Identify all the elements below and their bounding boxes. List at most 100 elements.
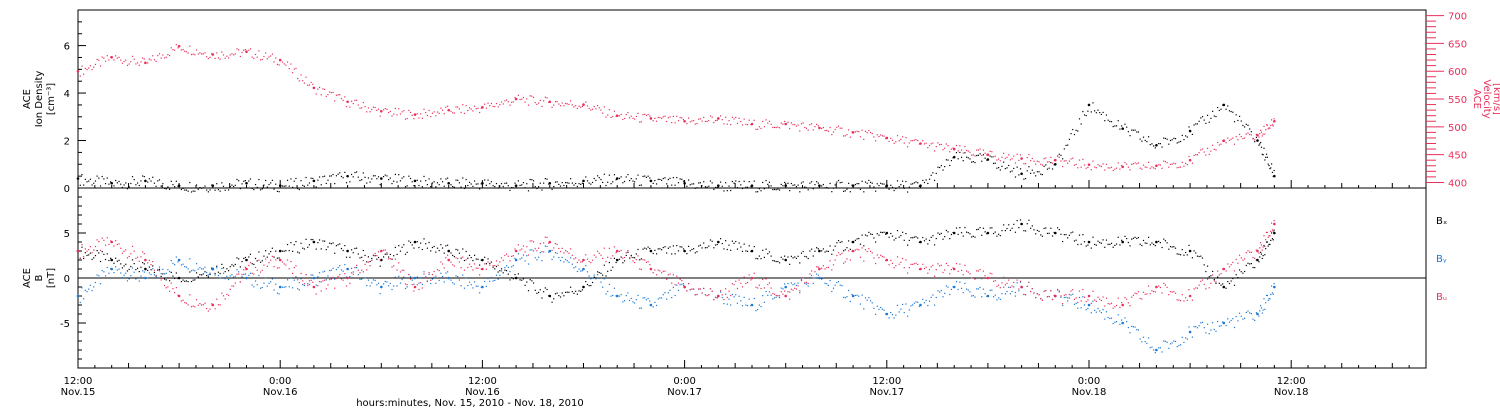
bx-dot	[1075, 239, 1077, 241]
bx-dot	[548, 295, 550, 297]
density-dot	[302, 184, 304, 187]
bx-dot	[259, 261, 262, 263]
bz-dot	[204, 302, 206, 304]
velocity-dot	[362, 101, 364, 104]
by-dot	[364, 277, 366, 279]
by-point	[784, 285, 787, 289]
by-point	[1087, 303, 1091, 307]
velocity-dot	[800, 123, 803, 125]
bz-dot	[1149, 293, 1151, 295]
by-dot	[187, 268, 189, 270]
bz-dot	[1009, 286, 1012, 289]
density-dot	[1260, 141, 1262, 144]
bx-dot	[686, 253, 688, 255]
by-dot	[787, 283, 789, 285]
velocity-dot	[201, 53, 203, 55]
by-dot	[233, 276, 235, 278]
bx-dot	[1121, 239, 1123, 241]
bz-dot	[864, 249, 867, 251]
density-tick-label: 6	[64, 42, 70, 53]
density-dot	[765, 179, 767, 182]
density-dot	[356, 171, 358, 173]
bz-dot	[794, 287, 796, 289]
density-dot	[1255, 136, 1258, 139]
bx-point	[683, 249, 686, 253]
bx-dot	[1212, 270, 1214, 273]
velocity-dot	[1244, 137, 1246, 139]
velocity-dot	[1263, 125, 1265, 128]
bx-dot	[639, 259, 641, 261]
velocity-dot	[765, 119, 767, 121]
density-dot	[605, 184, 607, 187]
by-dot	[1169, 343, 1172, 345]
density-dot	[197, 188, 199, 190]
velocity-dot	[740, 120, 742, 123]
bz-dot	[907, 272, 909, 274]
density-dot	[979, 153, 981, 155]
bz-dot	[915, 262, 917, 264]
bx-dot	[708, 245, 710, 247]
velocity-dot	[1065, 160, 1067, 162]
bx-dot	[1051, 235, 1054, 237]
velocity-dot	[182, 48, 184, 51]
bz-dot	[790, 288, 792, 290]
by-dot	[593, 274, 595, 276]
bx-dot	[1247, 262, 1249, 264]
bz-dot	[480, 268, 482, 270]
bx-dot	[396, 253, 398, 256]
density-dot	[780, 183, 782, 186]
density-dot	[1139, 138, 1141, 140]
velocity-dot	[1073, 164, 1076, 166]
bx-dot	[984, 231, 986, 233]
bz-dot	[709, 288, 712, 290]
by-dot	[805, 283, 808, 285]
velocity-dot	[901, 136, 904, 138]
density-dot	[332, 173, 334, 176]
bz-dot	[922, 263, 924, 265]
velocity-dot	[382, 109, 385, 111]
velocity-dot	[512, 101, 514, 103]
by-dot	[893, 317, 895, 319]
density-dot	[153, 182, 156, 184]
bx-dot	[1198, 255, 1200, 258]
density-dot	[1040, 173, 1042, 175]
density-dot	[1163, 137, 1165, 139]
by-dot	[1107, 316, 1109, 319]
by-dot	[318, 272, 321, 274]
by-dot	[585, 264, 587, 267]
velocity-dot	[829, 126, 831, 129]
by-dot	[986, 295, 988, 297]
by-dot	[639, 307, 641, 309]
bz-dot	[1104, 305, 1106, 307]
density-dot	[1247, 124, 1249, 126]
velocity-dot	[681, 117, 683, 119]
bz-dot	[258, 259, 260, 261]
bz-dot	[554, 243, 557, 245]
velocity-dot	[666, 120, 668, 123]
x-tick-time: 0:00	[673, 376, 695, 387]
bz-point	[615, 249, 619, 253]
velocity-dot	[1132, 163, 1135, 165]
bz-point	[1155, 285, 1158, 289]
bz-dot	[994, 280, 996, 282]
by-dot	[140, 275, 142, 277]
density-dot	[148, 178, 150, 180]
by-dot	[1260, 307, 1263, 309]
bz-dot	[98, 240, 100, 243]
by-dot	[89, 284, 91, 286]
by-dot	[544, 245, 546, 247]
density-dot	[556, 181, 558, 183]
density-dot	[1153, 145, 1155, 147]
density-dot	[928, 178, 931, 180]
velocity-dot	[694, 123, 696, 125]
velocity-dot	[725, 116, 727, 118]
density-dot	[1186, 136, 1188, 138]
bx-dot	[224, 271, 226, 273]
velocity-dot	[1222, 140, 1224, 142]
by-dot	[939, 291, 941, 293]
bz-dot	[674, 284, 676, 286]
bx-dot	[194, 279, 196, 281]
velocity-dot	[908, 142, 910, 144]
density-dot	[1013, 167, 1015, 170]
